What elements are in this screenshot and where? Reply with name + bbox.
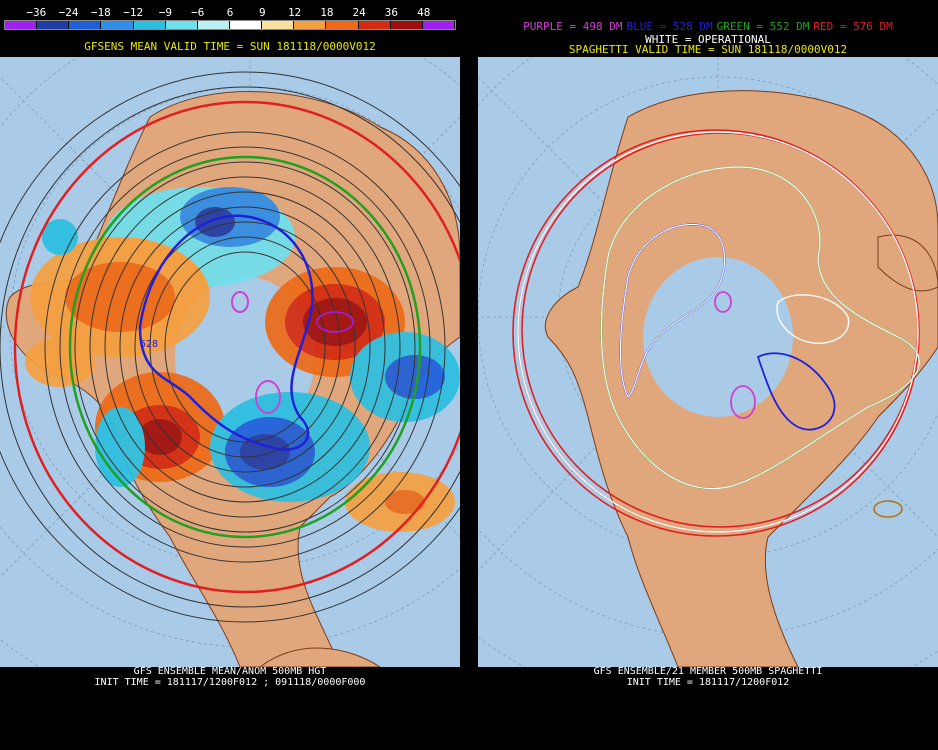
- contour-576: [13, 100, 460, 594]
- spaghetti-init-time: INIT TIME = 181117/1200F012: [626, 677, 790, 688]
- legend-entry: GREEN = 552 DM: [716, 20, 810, 33]
- colorbar-cell: [165, 21, 198, 29]
- anomaly-max-contour: [316, 311, 354, 333]
- operational-576: [517, 131, 919, 533]
- contour-498-b: [255, 380, 281, 414]
- colorbar-cell: [294, 21, 327, 29]
- operational-528: [619, 223, 726, 399]
- colorbar-cell: [197, 21, 230, 29]
- colorbar-cell: [229, 21, 263, 29]
- colorbar-label: 36: [384, 6, 399, 19]
- colorbar-label: −18: [90, 6, 111, 19]
- colorbar-label: 48: [417, 6, 431, 19]
- ensemble-mean-panel: −36 −24 −18 −12 −9 −6 6 9 12 18 24 36 48 GFSENS MEAN…: [0, 0, 460, 750]
- spaghetti-map: [478, 57, 938, 667]
- colorbar-cell: [37, 21, 70, 29]
- legend-entry: BLUE = 528 DM: [626, 20, 713, 33]
- colorbar-label: 9: [258, 6, 266, 19]
- colorbar-cell: [5, 21, 38, 29]
- colorbar-cell: [326, 21, 359, 29]
- colorbar-cell: [390, 21, 423, 29]
- colorbar-label: 24: [352, 6, 366, 19]
- spaghetti-valid-time: SPAGHETTI VALID TIME = SUN 181118/0000V0…: [568, 43, 848, 56]
- colorbar-label: −24: [58, 6, 79, 19]
- operational-552-east: [776, 294, 850, 344]
- ensemble-mean-valid-time: GFSENS MEAN VALID TIME = SUN 181118/0000…: [84, 40, 376, 53]
- spaghetti-title: GFS ENSEMBLE/21 MEMBER 500MB SPAGHETTI: [593, 666, 823, 677]
- height-contours: [0, 71, 460, 623]
- colorbar-label: −6: [191, 6, 205, 19]
- colorbar-label: 18: [320, 6, 334, 19]
- legend-entry: RED = 576 DM: [813, 20, 893, 33]
- spaghetti-small-contour: [873, 500, 903, 518]
- colorbar-cell: [69, 21, 102, 29]
- central-america: [259, 647, 381, 667]
- spaghetti-498: [714, 291, 756, 419]
- colorbar-labels: −36 −24 −18 −12 −9 −6 6 9 12 18 24 36 48: [0, 6, 460, 20]
- colorbar-label: −12: [123, 6, 144, 19]
- ensemble-mean-map: 528: [0, 57, 460, 667]
- spaghetti-legend: PURPLE = 498 DM BLUE = 528 DM GREEN = 552 …: [478, 20, 938, 33]
- colorbar-label: 6: [226, 6, 234, 19]
- contour-552: [68, 155, 422, 539]
- operational-552: [600, 166, 920, 490]
- colorbar-label: −36: [26, 6, 47, 19]
- panel-divider: [460, 0, 478, 750]
- colorbar-cell: [358, 21, 391, 29]
- contour-528: [138, 214, 314, 451]
- ensemble-mean-title: GFS ENSEMBLE MEAN/ANOM 500MB HGT: [133, 666, 327, 677]
- contour-498-a: [231, 291, 249, 313]
- legend-entry: PURPLE = 498 DM: [523, 20, 623, 33]
- colorbar-cell: [422, 21, 455, 29]
- contour-label-528: 528: [140, 339, 158, 350]
- colorbar-cell: [262, 21, 295, 29]
- colorbar-label: 12: [287, 6, 302, 19]
- arctic-ocean: [643, 257, 793, 417]
- colorbar-cell: [101, 21, 134, 29]
- colorbar-cell: [133, 21, 166, 29]
- anomaly-colorbar: [4, 20, 456, 30]
- colorbar-label: −9: [158, 6, 173, 19]
- operational-legend: WHITE = OPERATIONAL: [645, 33, 771, 46]
- spaghetti-panel: PURPLE = 498 DM BLUE = 528 DM GREEN = 552 …: [478, 0, 938, 750]
- ensemble-mean-init-time: INIT TIME = 181117/1200F012 ; 091118/000…: [94, 677, 366, 688]
